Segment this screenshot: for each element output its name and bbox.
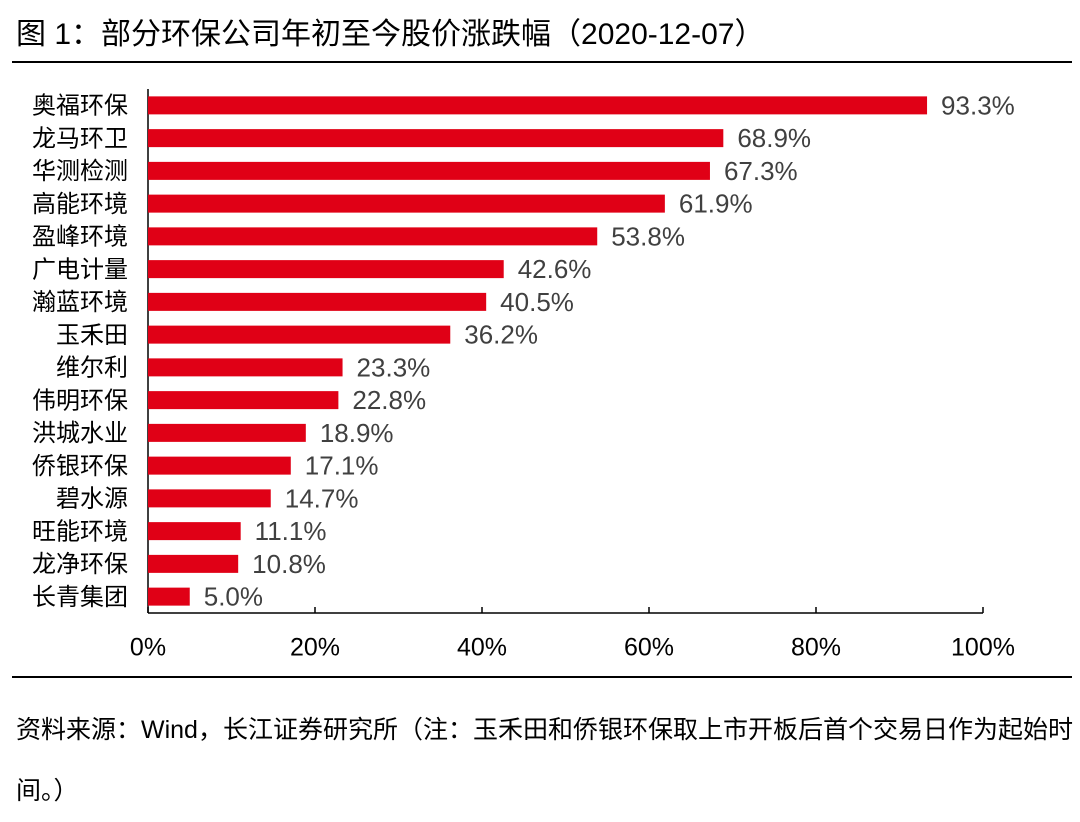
value-label: 36.2% bbox=[464, 320, 538, 350]
bar bbox=[148, 194, 665, 213]
y-tick-label: 华测检测 bbox=[32, 158, 128, 185]
x-tick-label: 0% bbox=[130, 634, 166, 662]
page: 图 1：部分环保公司年初至今股价涨跌幅（2020-12-07） 0% 20% 40%… bbox=[12, 17, 1073, 805]
value-label: 93.3% bbox=[941, 90, 1015, 120]
value-label: 17.1% bbox=[305, 451, 379, 481]
chart: 图 1：部分环保公司年初至今股价涨跌幅（2020-12-07） 0% 20% 40%… bbox=[12, 18, 1072, 678]
x-tick-label: 40% bbox=[457, 634, 507, 662]
bar bbox=[148, 522, 241, 541]
bar bbox=[148, 489, 271, 508]
bar bbox=[148, 587, 190, 606]
y-tick-label: 碧水源 bbox=[56, 486, 128, 513]
bar bbox=[148, 129, 724, 148]
y-tick-label: 瀚蓝环境 bbox=[32, 289, 128, 316]
value-label: 42.6% bbox=[518, 254, 592, 284]
bar bbox=[148, 456, 291, 475]
value-label: 18.9% bbox=[320, 418, 394, 448]
x-tick-label: 100% bbox=[951, 634, 1015, 662]
y-tick-label: 洪城水业 bbox=[32, 420, 128, 447]
bar bbox=[148, 260, 504, 279]
y-tick-label: 高能环境 bbox=[32, 191, 128, 218]
x-tick-label: 60% bbox=[624, 634, 674, 662]
value-label: 10.8% bbox=[252, 549, 326, 579]
y-tick-label: 旺能环境 bbox=[32, 518, 128, 545]
y-tick-label: 龙净环保 bbox=[32, 551, 128, 578]
bar bbox=[148, 358, 343, 377]
value-label: 22.8% bbox=[352, 385, 426, 415]
bar bbox=[148, 292, 487, 311]
y-tick-label: 长青集团 bbox=[32, 584, 128, 611]
value-label: 68.9% bbox=[737, 123, 811, 153]
x-tick-label: 20% bbox=[290, 634, 340, 662]
y-tick-label: 玉禾田 bbox=[56, 322, 128, 349]
bar bbox=[148, 423, 306, 442]
bar bbox=[148, 325, 451, 344]
value-label: 14.7% bbox=[285, 483, 359, 513]
bar bbox=[148, 161, 710, 180]
y-tick-label: 盈峰环境 bbox=[32, 224, 128, 251]
bar bbox=[148, 227, 598, 246]
bar bbox=[148, 391, 339, 410]
y-tick-label: 伟明环保 bbox=[32, 387, 128, 414]
value-label: 11.1% bbox=[255, 516, 327, 546]
bar bbox=[148, 96, 928, 115]
value-label: 5.0% bbox=[204, 582, 263, 612]
chart-title: 图 1：部分环保公司年初至今股价涨跌幅（2020-12-07） bbox=[16, 18, 764, 51]
y-tick-label: 奥福环保 bbox=[32, 93, 128, 120]
source-note: 资料来源：Wind，长江证券研究所（注：玉禾田和侨银环保取上市开板后首个交易日作… bbox=[16, 716, 1073, 805]
value-label: 23.3% bbox=[357, 352, 431, 382]
value-label: 61.9% bbox=[679, 189, 753, 219]
y-tick-label: 侨银环保 bbox=[32, 453, 128, 480]
y-tick-label: 龙马环卫 bbox=[32, 125, 128, 152]
x-tick-label: 80% bbox=[791, 634, 841, 662]
value-label: 53.8% bbox=[611, 221, 685, 251]
value-label: 67.3% bbox=[724, 156, 798, 186]
y-tick-label: 广电计量 bbox=[32, 256, 128, 283]
bar bbox=[148, 554, 239, 573]
value-label: 40.5% bbox=[500, 287, 574, 317]
y-tick-label: 维尔利 bbox=[56, 355, 128, 382]
